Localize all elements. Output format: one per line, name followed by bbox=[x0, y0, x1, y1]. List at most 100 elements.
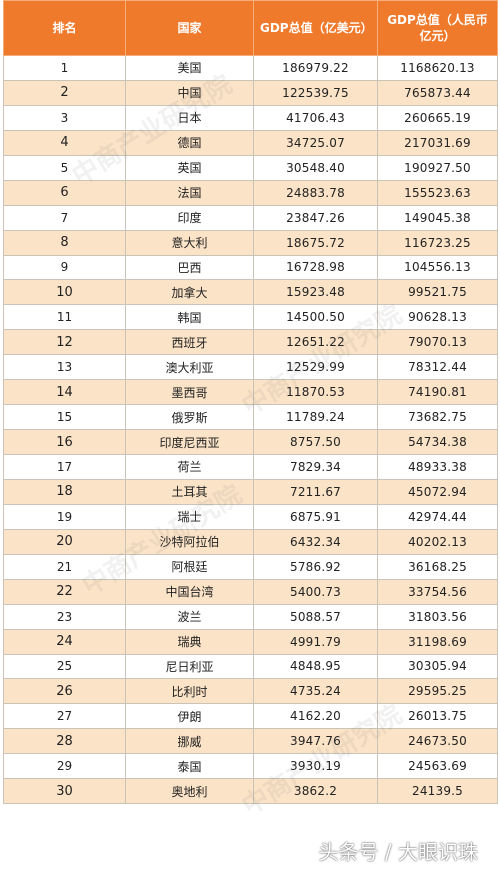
country-cell: 挪威 bbox=[126, 729, 254, 754]
table-row: 20 沙特阿拉伯 6432.34 40202.13 bbox=[4, 529, 498, 554]
gdp-cny-cell: 104556.13 bbox=[378, 255, 498, 280]
table-row: 16 印度尼西亚 8757.50 54734.38 bbox=[4, 430, 498, 455]
gdp-cny-cell: 73682.75 bbox=[378, 405, 498, 430]
rank-cell: 3 bbox=[4, 105, 126, 130]
rank-cell: 8 bbox=[4, 230, 126, 255]
gdp-cny-cell: 36168.25 bbox=[378, 554, 498, 579]
header-gdp-usd: GDP总值（亿美元） bbox=[254, 1, 378, 56]
rank-cell: 10 bbox=[4, 280, 126, 305]
author-signature: 头条号 / 大眼识珠 bbox=[319, 836, 478, 865]
table-row: 12 西班牙 12651.22 79070.13 bbox=[4, 330, 498, 355]
country-cell: 俄罗斯 bbox=[126, 405, 254, 430]
country-cell: 法国 bbox=[126, 180, 254, 205]
rank-cell: 2 bbox=[4, 80, 126, 105]
gdp-usd-cell: 24883.78 bbox=[254, 180, 378, 205]
gdp-usd-cell: 34725.07 bbox=[254, 130, 378, 155]
rank-cell: 30 bbox=[4, 779, 126, 804]
table-row: 14 墨西哥 11870.53 74190.81 bbox=[4, 380, 498, 405]
gdp-cny-cell: 79070.13 bbox=[378, 330, 498, 355]
gdp-usd-cell: 12651.22 bbox=[254, 330, 378, 355]
table-row: 29 泰国 3930.19 24563.69 bbox=[4, 754, 498, 779]
gdp-cny-cell: 48933.38 bbox=[378, 455, 498, 480]
gdp-usd-cell: 7829.34 bbox=[254, 455, 378, 480]
header-country: 国家 bbox=[126, 1, 254, 56]
gdp-cny-cell: 45072.94 bbox=[378, 479, 498, 504]
table-row: 4 德国 34725.07 217031.69 bbox=[4, 130, 498, 155]
table-row: 13 澳大利亚 12529.99 78312.44 bbox=[4, 355, 498, 380]
gdp-cny-cell: 30305.94 bbox=[378, 654, 498, 679]
country-cell: 澳大利亚 bbox=[126, 355, 254, 380]
gdp-cny-cell: 31803.56 bbox=[378, 604, 498, 629]
rank-cell: 25 bbox=[4, 654, 126, 679]
gdp-usd-cell: 5088.57 bbox=[254, 604, 378, 629]
gdp-cny-cell: 74190.81 bbox=[378, 380, 498, 405]
country-cell: 韩国 bbox=[126, 305, 254, 330]
rank-cell: 4 bbox=[4, 130, 126, 155]
gdp-cny-cell: 24139.5 bbox=[378, 779, 498, 804]
rank-cell: 29 bbox=[4, 754, 126, 779]
table-row: 26 比利时 4735.24 29595.25 bbox=[4, 679, 498, 704]
gdp-cny-cell: 40202.13 bbox=[378, 529, 498, 554]
table-row: 25 尼日利亚 4848.95 30305.94 bbox=[4, 654, 498, 679]
table-row: 1 美国 186979.22 1168620.13 bbox=[4, 56, 498, 81]
country-cell: 英国 bbox=[126, 155, 254, 180]
table-row: 5 英国 30548.40 190927.50 bbox=[4, 155, 498, 180]
rank-cell: 21 bbox=[4, 554, 126, 579]
country-cell: 美国 bbox=[126, 56, 254, 81]
rank-cell: 17 bbox=[4, 455, 126, 480]
rank-cell: 1 bbox=[4, 56, 126, 81]
table-row: 18 土耳其 7211.67 45072.94 bbox=[4, 479, 498, 504]
gdp-cny-cell: 54734.38 bbox=[378, 430, 498, 455]
gdp-cny-cell: 26013.75 bbox=[378, 704, 498, 729]
gdp-usd-cell: 6875.91 bbox=[254, 504, 378, 529]
gdp-usd-cell: 6432.34 bbox=[254, 529, 378, 554]
country-cell: 印度 bbox=[126, 205, 254, 230]
table-row: 9 巴西 16728.98 104556.13 bbox=[4, 255, 498, 280]
table-row: 7 印度 23847.26 149045.38 bbox=[4, 205, 498, 230]
gdp-cny-cell: 24563.69 bbox=[378, 754, 498, 779]
country-cell: 奥地利 bbox=[126, 779, 254, 804]
country-cell: 加拿大 bbox=[126, 280, 254, 305]
country-cell: 泰国 bbox=[126, 754, 254, 779]
rank-cell: 7 bbox=[4, 205, 126, 230]
table-row: 28 挪威 3947.76 24673.50 bbox=[4, 729, 498, 754]
gdp-usd-cell: 11870.53 bbox=[254, 380, 378, 405]
gdp-cny-cell: 33754.56 bbox=[378, 579, 498, 604]
country-cell: 瑞士 bbox=[126, 504, 254, 529]
gdp-cny-cell: 149045.38 bbox=[378, 205, 498, 230]
gdp-usd-cell: 4848.95 bbox=[254, 654, 378, 679]
gdp-cny-cell: 116723.25 bbox=[378, 230, 498, 255]
table-row: 21 阿根廷 5786.92 36168.25 bbox=[4, 554, 498, 579]
gdp-usd-cell: 8757.50 bbox=[254, 430, 378, 455]
rank-cell: 16 bbox=[4, 430, 126, 455]
country-cell: 西班牙 bbox=[126, 330, 254, 355]
gdp-usd-cell: 4991.79 bbox=[254, 629, 378, 654]
table-row: 11 韩国 14500.50 90628.13 bbox=[4, 305, 498, 330]
rank-cell: 22 bbox=[4, 579, 126, 604]
rank-cell: 5 bbox=[4, 155, 126, 180]
gdp-usd-cell: 122539.75 bbox=[254, 80, 378, 105]
country-cell: 日本 bbox=[126, 105, 254, 130]
gdp-usd-cell: 3947.76 bbox=[254, 729, 378, 754]
header-rank: 排名 bbox=[4, 1, 126, 56]
gdp-cny-cell: 99521.75 bbox=[378, 280, 498, 305]
table-row: 17 荷兰 7829.34 48933.38 bbox=[4, 455, 498, 480]
gdp-usd-cell: 4162.20 bbox=[254, 704, 378, 729]
rank-cell: 27 bbox=[4, 704, 126, 729]
gdp-usd-cell: 30548.40 bbox=[254, 155, 378, 180]
table-row: 23 波兰 5088.57 31803.56 bbox=[4, 604, 498, 629]
country-cell: 比利时 bbox=[126, 679, 254, 704]
table-row: 6 法国 24883.78 155523.63 bbox=[4, 180, 498, 205]
rank-cell: 13 bbox=[4, 355, 126, 380]
rank-cell: 15 bbox=[4, 405, 126, 430]
gdp-usd-cell: 7211.67 bbox=[254, 479, 378, 504]
table-header-row: 排名 国家 GDP总值（亿美元） GDP总值（人民币亿元） bbox=[4, 1, 498, 56]
gdp-usd-cell: 5400.73 bbox=[254, 579, 378, 604]
gdp-cny-cell: 42974.44 bbox=[378, 504, 498, 529]
rank-cell: 20 bbox=[4, 529, 126, 554]
gdp-cny-cell: 29595.25 bbox=[378, 679, 498, 704]
rank-cell: 26 bbox=[4, 679, 126, 704]
rank-cell: 14 bbox=[4, 380, 126, 405]
rank-cell: 18 bbox=[4, 479, 126, 504]
gdp-cny-cell: 190927.50 bbox=[378, 155, 498, 180]
